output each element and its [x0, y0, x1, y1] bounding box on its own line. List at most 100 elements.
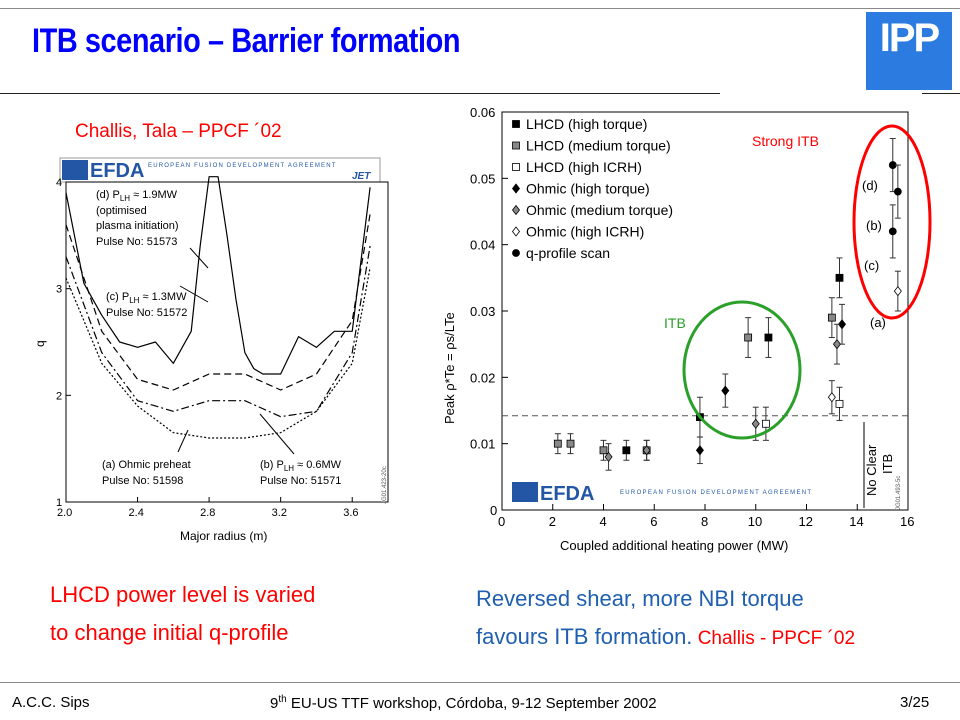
efda-word-right: EFDA: [540, 483, 594, 505]
data-point: [827, 380, 836, 415]
anno-d-4: Pulse No: 51573: [96, 236, 177, 248]
right-caption-line2: favours ITB formation. Challis - PPCF ´0…: [476, 624, 856, 649]
slide-title: ITB scenario – Barrier formation: [32, 22, 461, 60]
strong-itb-label: Strong ITB: [752, 133, 819, 149]
svg-text:(a): (a): [870, 315, 886, 330]
efda-subtitle: EUROPEAN FUSION DEVELOPMENT AGREEMENT: [148, 163, 337, 169]
q-y-tick-label: 1: [56, 497, 62, 509]
legend-entry: Ohmic (high ICRH): [511, 224, 644, 240]
efda-banner-right: EFDA EUROPEAN FUSION DEVELOPMENT AGREEME…: [512, 482, 812, 505]
scatter-x-tick-label: 0: [498, 514, 505, 529]
q-series-line: [65, 213, 371, 391]
scatter-y-tick-label: 0.04: [470, 238, 495, 253]
svg-text:(d): (d): [862, 178, 878, 193]
efda-subtitle-right: EUROPEAN FUSION DEVELOPMENT AGREEMENT: [620, 490, 812, 496]
left-caption-line2: to change initial q-profile: [50, 620, 289, 645]
data-point: [835, 386, 844, 421]
anno-c-2: Pulse No: 51572: [106, 307, 187, 319]
scatter-points: [553, 138, 902, 471]
legend-entry: Ohmic (medium torque): [511, 202, 673, 218]
scatter-legend: LHCD (high torque) LHCD (medium torque) LH…: [511, 116, 673, 261]
footer-page-number: 3/25: [900, 694, 930, 711]
top-rule: [0, 8, 960, 9]
efda-banner: EFDA EUROPEAN FUSION DEVELOPMENT AGREEME…: [59, 157, 381, 183]
anno-d-2: (optimised: [96, 205, 147, 217]
q-annotations: (d) PLH ≈ 1.9MW (optimised plasma initia…: [96, 189, 342, 487]
svg-text:No Clear: No Clear: [864, 444, 879, 496]
q-x-tick-label: 2.8: [200, 507, 215, 519]
scatter-y-label: Peak ρ*Te = ρs/LTe: [442, 312, 457, 424]
scatter-x-tick-label: 12: [799, 514, 813, 529]
left-figure-id: JG01.423-20c: [382, 466, 388, 504]
anno-b-2: Pulse No: 51571: [260, 475, 341, 487]
data-point: [553, 433, 562, 455]
scatter-x-label: Coupled additional heating power (MW): [560, 538, 788, 553]
right-figure-id: JG01.493-5c: [896, 476, 902, 510]
q-series-line: [65, 176, 371, 375]
data-point: [761, 406, 770, 441]
q-annotation-arrows: [177, 247, 295, 455]
right-caption-line1: Reversed shear, more NBI torque: [476, 586, 804, 611]
left-citation: Challis, Tala – PPCF ´02: [75, 121, 282, 142]
scatter-y-tick-label: 0.01: [470, 437, 495, 452]
scatter-x-tick-label: 2: [549, 514, 556, 529]
scatter-x-tick-label: 4: [600, 514, 607, 529]
svg-text:LHCD (medium torque): LHCD (medium torque): [526, 138, 671, 154]
svg-text:(b): (b): [866, 218, 882, 233]
eu-flag-icon-right: [512, 482, 538, 502]
svg-text:Ohmic (high torque): Ohmic (high torque): [526, 181, 650, 197]
q-axis-label: q: [33, 340, 47, 347]
q-series-line: [65, 267, 371, 439]
svg-text:ITB: ITB: [880, 454, 895, 474]
q-x-tick-label: 3.6: [343, 507, 358, 519]
scatter-x-tick-label: 8: [701, 514, 708, 529]
data-point: [888, 138, 897, 193]
radius-axis-label: Major radius (m): [180, 529, 267, 543]
scatter-axis-ticks: 0 2 4 6 8 10 12 14 16 0 0.01 0.02 0.03 0.04 0.05 0.06: [470, 105, 914, 529]
scatter-y-tick-label: 0.05: [470, 171, 495, 186]
anno-a-2: Pulse No: 51598: [102, 475, 183, 487]
q-x-tick-label: 3.2: [272, 507, 287, 519]
left-caption-line1: LHCD power level is varied: [50, 582, 316, 607]
itb-circle: [682, 300, 802, 440]
data-point: [744, 317, 753, 358]
right-caption-cite: Challis - PPCF ´02: [692, 628, 856, 649]
footer-rule: [0, 682, 960, 683]
svg-text:(c) PLH ≈ 1.3MW: (c) PLH ≈ 1.3MW: [106, 291, 187, 305]
legend-entry: Ohmic (high torque): [511, 181, 650, 197]
data-point: [721, 373, 730, 408]
svg-text:Ohmic (high ICRH): Ohmic (high ICRH): [526, 224, 644, 240]
anno-a-1: (a) Ohmic preheat: [102, 459, 191, 471]
svg-text:(b) PLH ≈ 0.6MW: (b) PLH ≈ 0.6MW: [260, 459, 342, 473]
q-y-tick-label: 2: [56, 390, 62, 402]
data-point: [893, 270, 902, 312]
data-point: [695, 436, 704, 465]
strong-itb-circle: [852, 124, 932, 320]
scatter-x-tick-label: 16: [900, 514, 914, 529]
data-point: [622, 439, 631, 461]
data-point: [599, 439, 608, 461]
title-rule: [0, 93, 720, 94]
data-point: [764, 317, 773, 358]
scatter-y-tick-label: 0: [490, 503, 497, 518]
scatter-y-tick-label: 0.02: [470, 370, 495, 385]
svg-text:(d) PLH ≈ 1.9MW: (d) PLH ≈ 1.9MW: [96, 189, 178, 203]
data-point: [832, 323, 841, 365]
data-point: [566, 433, 575, 455]
q-y-tick-label: 3: [56, 284, 62, 296]
no-clear-itb-label: No Clear ITB: [864, 444, 895, 496]
anno-d-3: plasma initiation): [96, 220, 179, 232]
svg-text:LHCD (high torque): LHCD (high torque): [526, 116, 647, 132]
efda-word: EFDA: [90, 160, 144, 182]
q-series-lines: [65, 176, 371, 439]
legend-entry: LHCD (high ICRH): [512, 159, 642, 175]
data-point: [893, 164, 902, 219]
data-point: [888, 204, 897, 259]
svg-text:LHCD (high ICRH): LHCD (high ICRH): [526, 159, 642, 175]
right-caption: Reversed shear, more NBI torque favours …: [476, 580, 855, 658]
footer-author: A.C.C. Sips: [12, 694, 90, 711]
legend-entry: LHCD (high torque): [512, 116, 647, 132]
title-rule-right: [922, 93, 960, 94]
jet-mark: JET: [352, 171, 371, 182]
scatter-x-tick-label: 10: [748, 514, 762, 529]
